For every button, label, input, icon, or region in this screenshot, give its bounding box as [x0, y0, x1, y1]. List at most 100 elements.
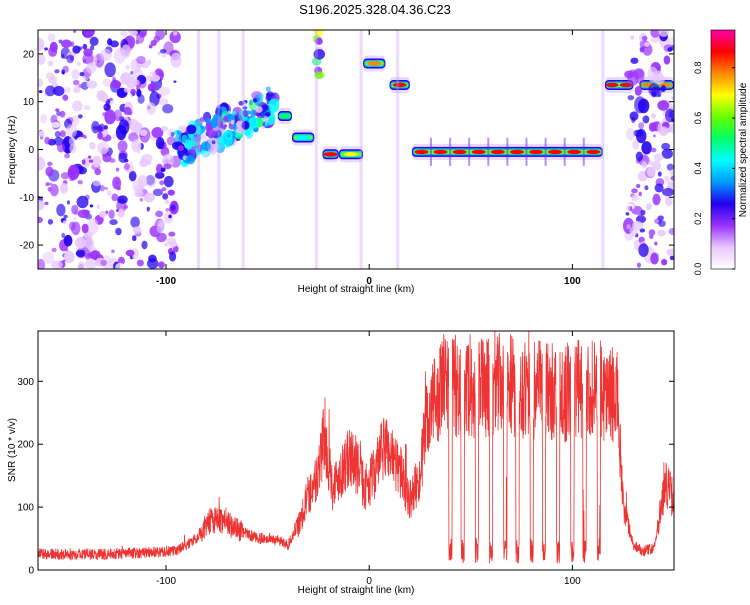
spectral-blob [61, 40, 72, 48]
y-tick-label: 10 [23, 97, 35, 108]
spectral-blob [50, 42, 58, 53]
spectral-blob [48, 60, 54, 66]
spectrogram-y-label: Frequency (Hz) [7, 116, 18, 185]
x-tick-label: -100 [156, 576, 176, 587]
spectral-blob [80, 72, 85, 76]
spectral-blob [57, 143, 65, 153]
spectral-blob [73, 86, 80, 93]
y-tick-label: 0 [28, 145, 34, 156]
y-tick-label: 300 [17, 377, 34, 388]
spectral-blob [64, 235, 73, 247]
spectral-blob [100, 92, 108, 102]
spectral-blob [202, 142, 211, 151]
y-tick-label: -10 [20, 193, 35, 204]
spectral-blob [649, 229, 656, 236]
feature-tone [363, 55, 385, 71]
spectral-blob [651, 86, 662, 97]
spectral-blob [662, 188, 674, 197]
colorbar-label: Normalized spectral amplitude [738, 82, 749, 217]
spectral-blob [668, 124, 678, 133]
spectral-blob [670, 255, 674, 260]
spectral-blob [35, 217, 43, 223]
spectral-blob [108, 209, 114, 218]
spectral-blob [636, 152, 643, 162]
tone-peak [367, 61, 381, 65]
spectral-blob [650, 252, 659, 264]
tone-peak [453, 150, 467, 154]
spectral-blob [100, 185, 105, 191]
y-tick-label: 200 [17, 440, 34, 451]
spectral-blob [125, 65, 130, 69]
spectral-blob [33, 157, 45, 171]
spectral-blob [657, 230, 665, 237]
spectral-blob [130, 89, 136, 95]
spectral-blob [146, 75, 152, 82]
spectral-blob [97, 132, 103, 140]
spectral-blob [641, 141, 651, 154]
spectral-blob [97, 125, 102, 132]
spectral-blob [635, 86, 642, 96]
spectral-blob [657, 100, 669, 111]
spectral-blob [203, 153, 208, 157]
spectral-blob [97, 142, 109, 155]
spectral-blob [140, 198, 144, 202]
spectral-blob [232, 111, 237, 115]
spectral-blob [265, 112, 271, 116]
spectral-blob [263, 116, 269, 123]
spectral-blob [104, 110, 115, 125]
spectral-blob [147, 207, 150, 212]
spectral-blob [626, 212, 630, 215]
spectral-blob [169, 252, 176, 262]
spectral-blob [94, 168, 101, 175]
colorbar-scale [711, 30, 735, 269]
vertical-streak [360, 30, 363, 269]
spectral-blob [66, 55, 74, 64]
spectral-blob [39, 90, 43, 93]
spectral-blob [64, 153, 70, 158]
spectral-blob [199, 117, 205, 122]
spectral-blob [156, 137, 165, 149]
spectral-blob [118, 209, 125, 218]
spectral-blob [44, 137, 50, 145]
spectral-blob [643, 115, 650, 123]
feature-tone [278, 108, 292, 124]
spectral-blob [151, 83, 158, 90]
spectral-blob [84, 250, 91, 260]
spectral-blob [103, 78, 111, 86]
spectral-blob [124, 163, 130, 170]
spectral-blob [146, 102, 156, 115]
spectral-blob [250, 110, 255, 118]
spectral-blob [654, 242, 657, 246]
y-tick-label: -20 [20, 241, 35, 252]
spectral-blob [139, 129, 147, 136]
spectral-blob [156, 223, 164, 233]
chart-title: S196.2025.328.04.36.C23 [299, 2, 451, 17]
spectral-blob [186, 125, 196, 135]
colorbar-tick-label: 0.0 [693, 263, 703, 276]
x-tick-label: 100 [564, 576, 581, 587]
spectral-blob [666, 248, 676, 256]
spectral-blob [104, 62, 115, 77]
spectral-blob [661, 259, 667, 266]
spectral-blob [124, 87, 130, 92]
spectral-blob [112, 176, 121, 189]
tone-peak [529, 150, 543, 154]
spectral-blob [111, 81, 121, 89]
spectral-blob [636, 184, 640, 188]
feature-tone [390, 77, 410, 93]
tone-peak [393, 83, 407, 87]
spectral-blob [633, 68, 644, 79]
spectral-blob [259, 93, 263, 99]
spectral-blob [168, 190, 175, 196]
tone-peak [567, 150, 581, 154]
tone-peak [344, 152, 358, 156]
spectral-blob [137, 144, 141, 150]
spectral-blob [44, 47, 48, 50]
spectral-blob [231, 120, 235, 125]
spectral-blob [162, 193, 168, 200]
spectral-blob [141, 213, 147, 220]
spectral-blob [630, 111, 639, 120]
spectral-blob [115, 263, 125, 272]
spectral-blob [627, 95, 634, 100]
